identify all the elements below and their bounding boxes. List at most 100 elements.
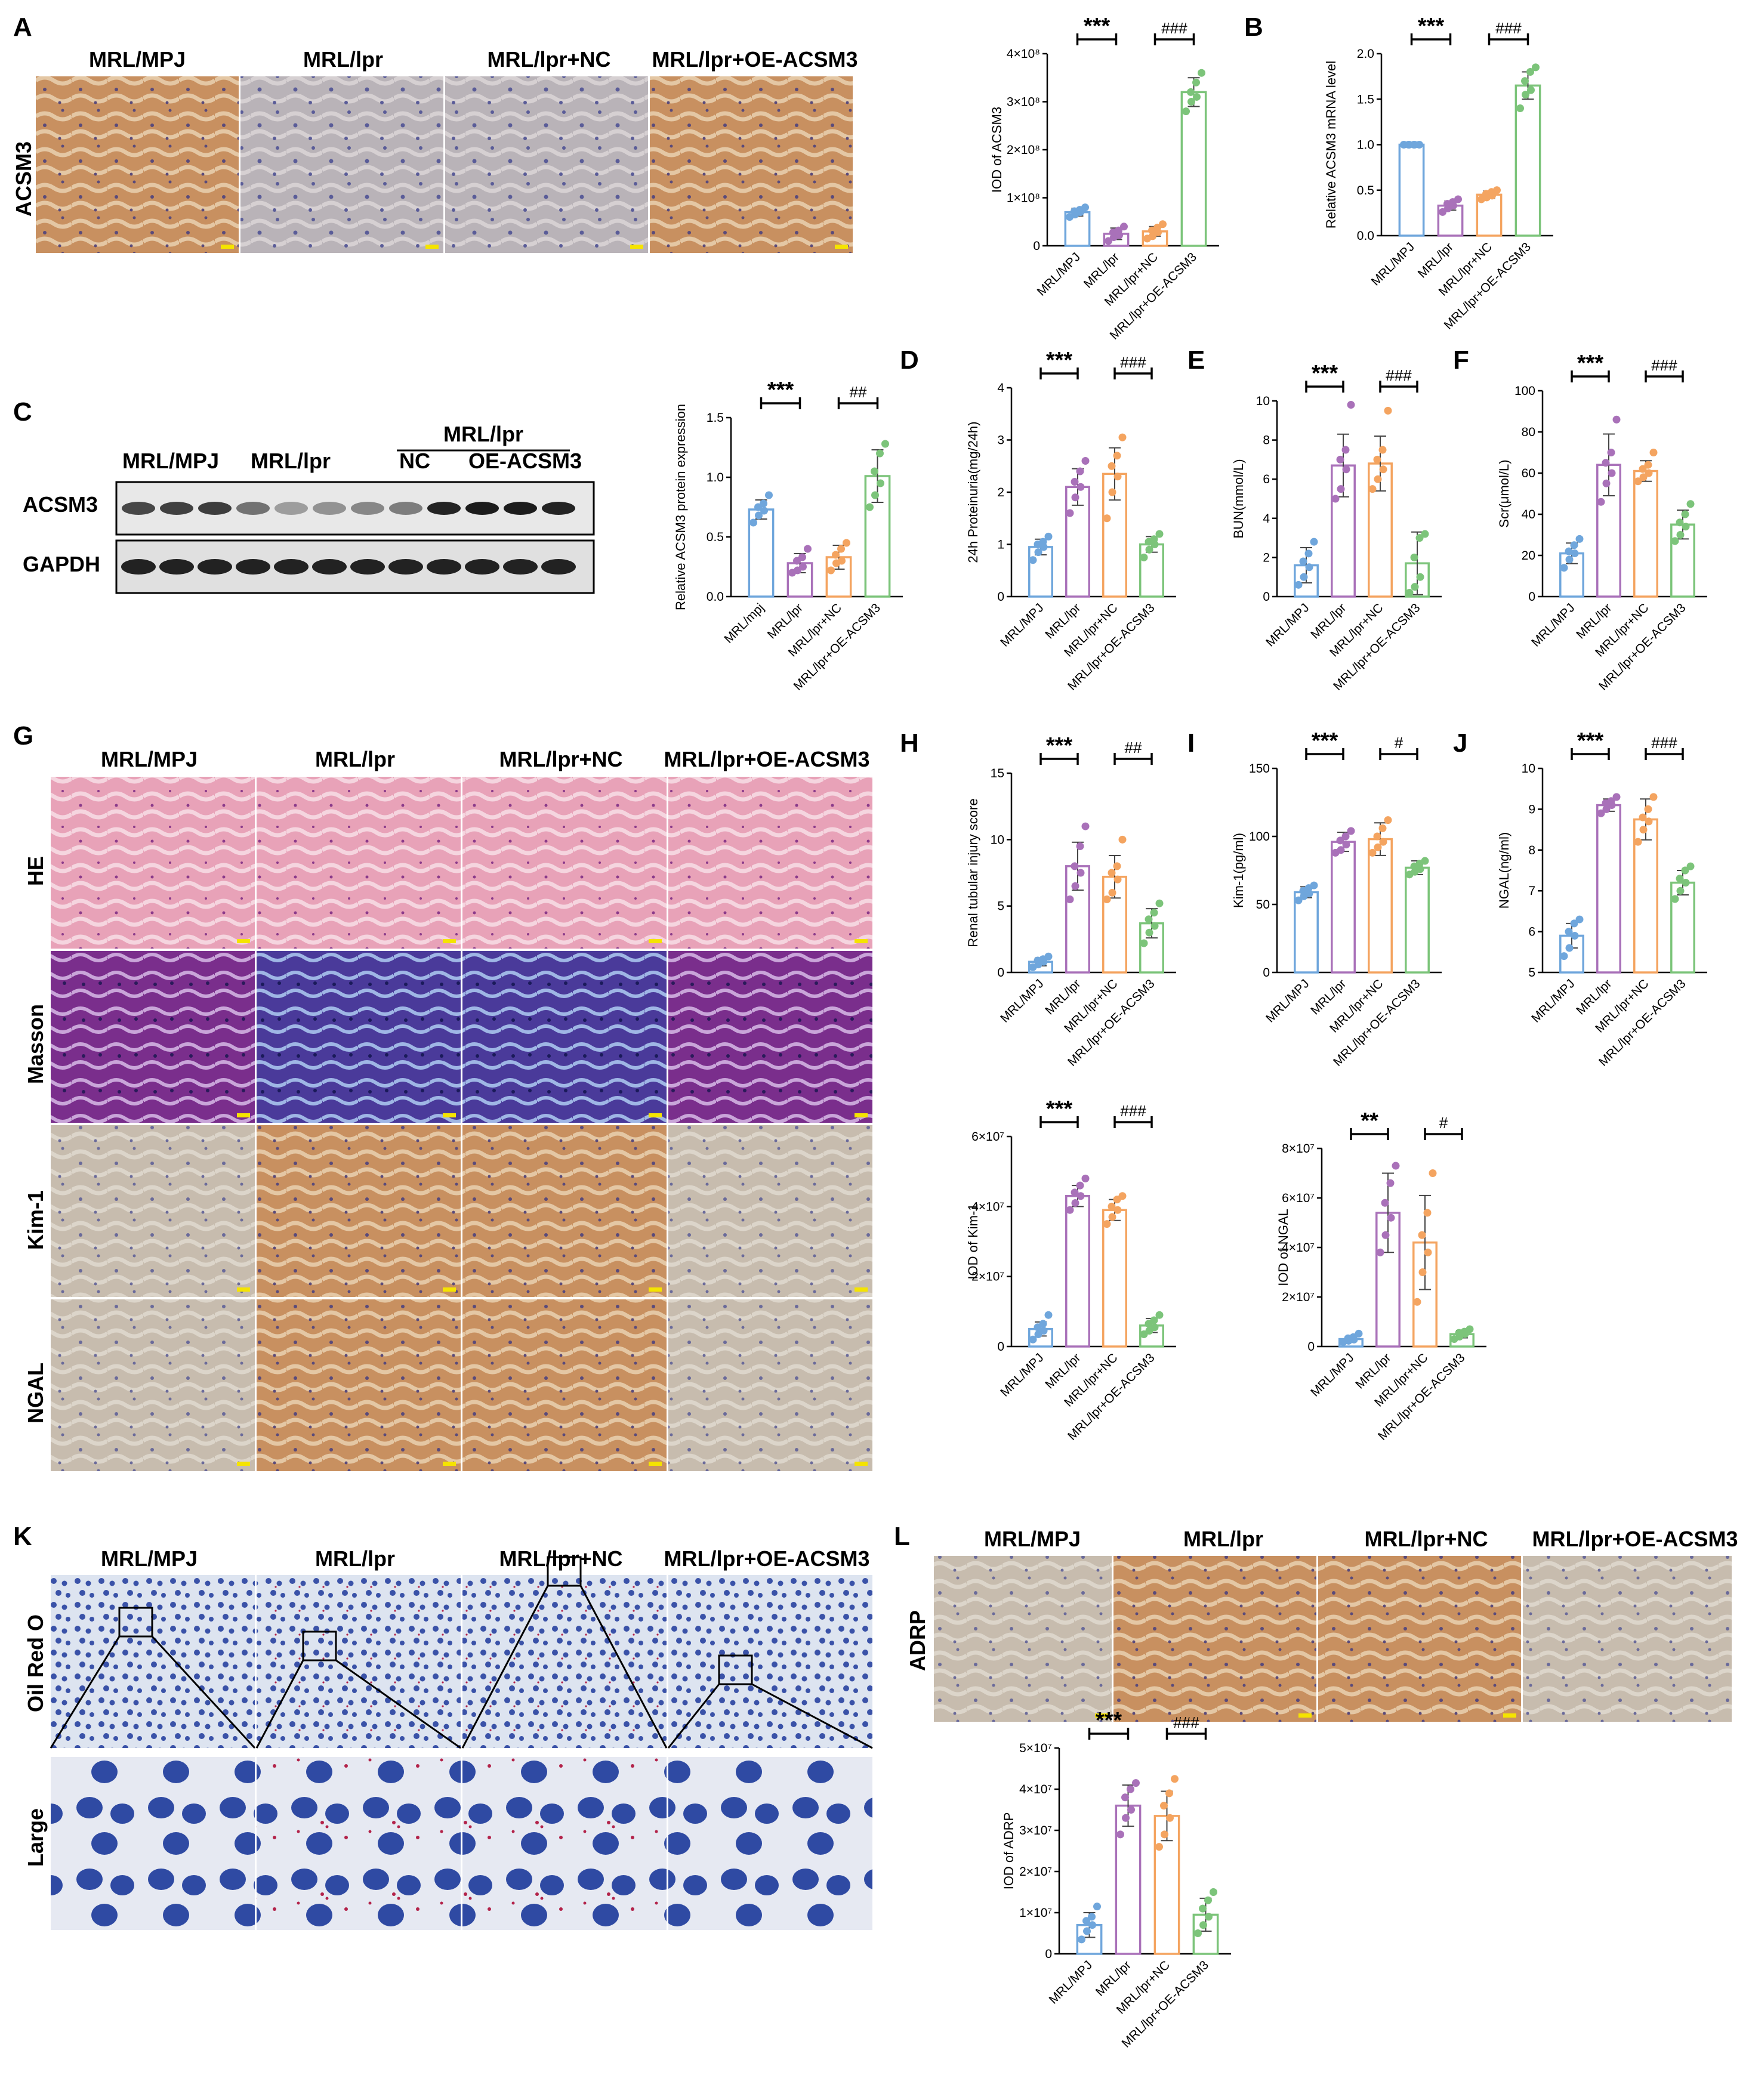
scale-bar xyxy=(855,939,868,943)
data-point xyxy=(1127,1806,1135,1814)
data-point xyxy=(1103,1220,1111,1228)
data-point xyxy=(1171,1775,1179,1783)
data-point xyxy=(760,499,767,508)
data-point xyxy=(1155,1843,1163,1851)
data-point xyxy=(866,503,874,511)
data-point xyxy=(1120,223,1128,231)
y-tick-label: 10 xyxy=(1522,762,1535,776)
data-point xyxy=(1418,1268,1427,1276)
y-tick-label: 2×10⁷ xyxy=(1282,1290,1315,1304)
wb-band-gapdh xyxy=(121,559,156,575)
data-point xyxy=(1071,882,1079,890)
data-point xyxy=(1374,475,1382,483)
data-point xyxy=(1413,1298,1421,1306)
data-point xyxy=(1140,939,1148,947)
wb-sub-header-nc: NC xyxy=(399,449,430,473)
wb-band-gapdh xyxy=(465,559,499,575)
data-point xyxy=(1044,1311,1053,1319)
y-tick-label: 40 xyxy=(1522,508,1535,521)
panel-g-image-he xyxy=(462,777,667,949)
panel-k-header-1: MRL/MPJ xyxy=(101,1546,198,1571)
y-tick-label: 0 xyxy=(1307,1340,1315,1354)
panel-g-image-he xyxy=(51,777,255,949)
data-point xyxy=(1676,887,1685,895)
data-point xyxy=(1686,862,1695,870)
data-point xyxy=(1644,461,1652,469)
y-tick-label: 1.5 xyxy=(1357,92,1374,106)
wb-band-acsm3 xyxy=(465,502,499,515)
y-tick-label: 1×10⁸ xyxy=(1007,192,1040,205)
data-point xyxy=(1108,1202,1116,1210)
scale-bar xyxy=(237,1287,250,1292)
data-point xyxy=(1161,1830,1168,1839)
data-point xyxy=(1192,78,1200,87)
data-point xyxy=(1071,1199,1079,1207)
panel-g-row-masson: Masson xyxy=(23,1004,48,1084)
y-tick-label: 1.0 xyxy=(707,471,724,484)
y-tick-label: 4×10⁷ xyxy=(1019,1783,1052,1796)
wb-band-acsm3 xyxy=(160,502,193,515)
scale-bar xyxy=(1298,1713,1312,1718)
data-point xyxy=(1466,1325,1474,1333)
panel-k-image-large xyxy=(51,1757,255,1930)
y-tick-label: 2.0 xyxy=(1357,47,1374,61)
data-point xyxy=(1411,583,1419,591)
data-point xyxy=(838,557,846,565)
data-point xyxy=(1081,1174,1090,1182)
data-point xyxy=(1039,1327,1048,1335)
data-point xyxy=(1076,842,1084,850)
y-axis-label: 24h Proteinuria(mg/24h) xyxy=(966,421,980,563)
panel-k-image-large xyxy=(257,1757,461,1930)
data-point xyxy=(1421,857,1429,865)
y-tick-label: 100 xyxy=(1249,830,1270,844)
data-point xyxy=(1034,548,1042,557)
y-tick-label: 6 xyxy=(1528,925,1535,939)
data-point xyxy=(1113,472,1122,481)
data-point xyxy=(1039,1320,1047,1328)
data-point xyxy=(1378,824,1387,832)
data-point xyxy=(1155,899,1164,907)
x-tick-label: MRL/MPJ xyxy=(998,601,1046,649)
panel-letter-j: J xyxy=(1453,728,1467,758)
data-point xyxy=(1029,1335,1037,1344)
data-point xyxy=(1597,498,1605,506)
y-tick-label: 4 xyxy=(1263,512,1270,526)
data-point xyxy=(1560,564,1568,572)
zoom-guide-line xyxy=(255,1660,304,1749)
data-point xyxy=(1347,401,1355,409)
data-point xyxy=(1145,545,1153,554)
y-tick-label: 0 xyxy=(997,966,1004,980)
data-point xyxy=(1373,455,1381,464)
y-axis-label: IOD of ADRP xyxy=(1001,1812,1016,1890)
significance-label: ### xyxy=(1651,734,1677,752)
wb-band-gapdh xyxy=(274,559,309,575)
data-point xyxy=(1150,535,1158,543)
data-point xyxy=(1108,488,1116,496)
wb-band-acsm3 xyxy=(198,502,232,515)
data-point xyxy=(1410,553,1418,561)
y-axis-label: Scr(μmol/L) xyxy=(1497,459,1512,527)
y-tick-label: 6×10⁷ xyxy=(1282,1191,1315,1205)
significance-label: *** xyxy=(1418,14,1445,39)
data-point xyxy=(1113,1206,1122,1214)
y-tick-label: 5×10⁷ xyxy=(1019,1741,1052,1755)
y-tick-label: 3 xyxy=(997,434,1004,447)
zoom-box xyxy=(118,1607,153,1638)
data-point xyxy=(1113,452,1121,460)
panel-g-header-1: MRL/MPJ xyxy=(101,747,198,771)
data-point xyxy=(1429,1169,1437,1177)
data-point xyxy=(1044,952,1053,961)
data-point xyxy=(1387,1213,1395,1222)
panel-g-micrographs: MRL/MPJ MRL/lpr MRL/lpr+NC MRL/lpr+OE-AC… xyxy=(23,747,872,1471)
panel-k-row-large: Large xyxy=(23,1808,48,1867)
data-point xyxy=(1337,846,1345,854)
bar xyxy=(1633,470,1658,598)
data-point xyxy=(1575,915,1584,924)
y-tick-label: 10 xyxy=(991,833,1004,847)
y-tick-label: 8×10⁷ xyxy=(1282,1142,1315,1156)
data-point xyxy=(1121,1793,1129,1802)
data-point xyxy=(1676,531,1685,539)
significance-label: ## xyxy=(850,383,867,401)
